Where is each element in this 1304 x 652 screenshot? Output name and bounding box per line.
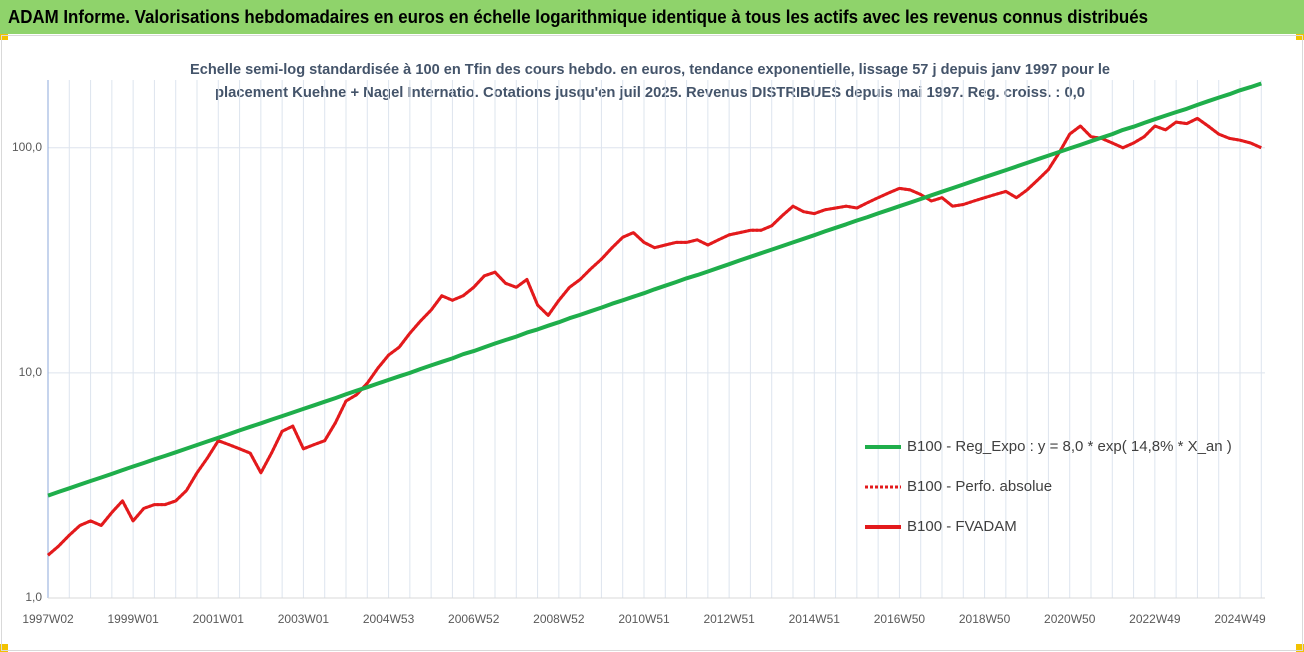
plot: [47, 81, 1262, 557]
subtitle: Echelle semi-log standardisée à 100 en T…: [190, 61, 1110, 78]
title-bar: [0, 0, 1304, 34]
x-tick-label: 2008W52: [533, 612, 585, 626]
x-tick-label: 2010W51: [618, 612, 670, 626]
y-tick-label: 1,0: [25, 590, 42, 604]
x-tick-label: 2012W51: [703, 612, 755, 626]
legend-label: B100 - Reg_Expo : y = 8,0 * exp( 14,8% *…: [907, 438, 1232, 455]
x-tick-label: 2024W49: [1214, 612, 1266, 626]
x-tick-label: 2020W50: [1044, 612, 1096, 626]
frame: [1, 35, 1303, 651]
legend-label: B100 - Perfo. absolue: [907, 478, 1052, 495]
x-tick-label: 2022W49: [1129, 612, 1181, 626]
x-tick-label: 2001W01: [193, 612, 245, 626]
corner: [1296, 34, 1304, 40]
x-tick-label: 2018W50: [959, 612, 1011, 626]
legend: B100 - Reg_Expo : y = 8,0 * exp( 14,8% *…: [865, 438, 1232, 535]
corner: [1296, 644, 1304, 652]
chart-title: ADAM Informe. Valorisations hebdomadaire…: [8, 6, 1148, 27]
y-tick-label: 100,0: [12, 140, 42, 154]
x-tick-label: 2003W01: [278, 612, 330, 626]
x-tick-label: 2004W53: [363, 612, 415, 626]
x-tick-label: 1999W01: [107, 612, 159, 626]
corner: [0, 34, 8, 40]
y-tick-label: 10,0: [19, 365, 43, 379]
x-tick-label: 2006W52: [448, 612, 500, 626]
x-tick-label: 2016W50: [874, 612, 926, 626]
x-tick-label: 1997W02: [22, 612, 74, 626]
corner: [0, 644, 8, 652]
subtitle: placement Kuehne + Nagel Internatio. Cot…: [215, 84, 1085, 101]
legend-label: B100 - FVADAM: [907, 518, 1017, 535]
series-line: [47, 81, 1262, 498]
x-tick-label: 2014W51: [789, 612, 841, 626]
